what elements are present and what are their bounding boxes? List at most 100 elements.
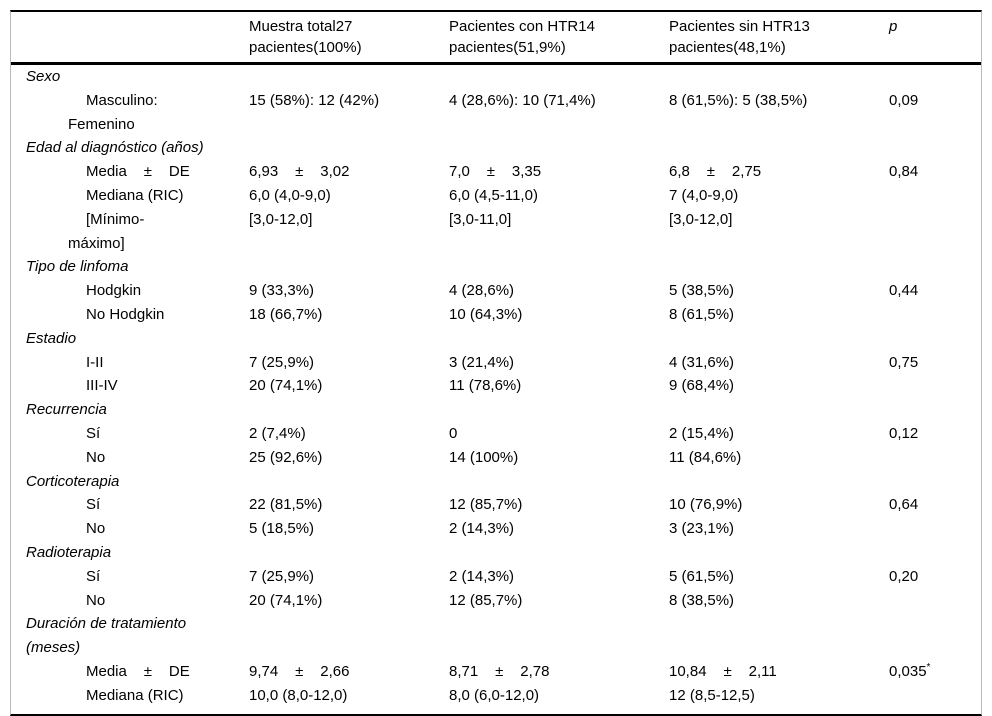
value-cell — [444, 255, 664, 279]
value-cell — [244, 327, 444, 351]
table-row: Duración de tratamiento (meses) — [11, 612, 981, 660]
cell-text: 12 (85,7%) — [449, 496, 523, 514]
value-cell: 8,71 ± 2,78 — [444, 660, 664, 684]
p-value-cell — [884, 470, 981, 494]
p-value-cell: 0,20 — [884, 565, 981, 589]
column-header-total-sample: Muestra total27 pacientes(100%) — [249, 18, 362, 56]
cell-text: 0,09 — [889, 91, 919, 109]
cell-text: 8,71 ± 2,78 — [449, 662, 550, 680]
cell-text: 7 (4,0-9,0) — [669, 186, 739, 204]
value-cell: 10 (76,9%) — [664, 493, 884, 517]
row-item-label: I-II — [86, 353, 104, 371]
column-header-p-value: p — [889, 18, 898, 35]
p-value-cell — [884, 136, 981, 160]
value-cell: 8 (61,5%) — [664, 303, 884, 327]
cell-text: 2 (14,3%) — [449, 520, 515, 538]
row-category-label: Corticoterapia — [26, 472, 120, 490]
cell-text: 10,0 (8,0-12,0) — [249, 686, 348, 704]
value-cell: 5 (38,5%) — [664, 279, 884, 303]
value-cell — [444, 398, 664, 422]
cell-text: 0,035 — [889, 662, 927, 680]
cell-text: [3,0-12,0] — [669, 210, 733, 228]
p-value-cell — [884, 303, 981, 327]
cell-text: 6,8 ± 2,75 — [669, 163, 762, 181]
table-row: I-II 7 (25,9%) 3 (21,4%) 4 (31,6%) 0,75 — [11, 351, 981, 375]
value-cell — [244, 612, 444, 660]
value-cell: 9,74 ± 2,66 — [244, 660, 444, 684]
value-cell: 0 — [444, 422, 664, 446]
row-category-label: Radioterapia — [26, 543, 112, 561]
row-item-label: III-IV — [86, 377, 118, 395]
row-item-label: Sí — [86, 567, 101, 585]
value-cell — [444, 327, 664, 351]
cell-text: 9,74 ± 2,66 — [249, 662, 350, 680]
p-value-cell — [884, 208, 981, 256]
p-value-cell — [884, 684, 981, 708]
table-row: Edad al diagnóstico (años) — [11, 136, 981, 160]
table-row: No 20 (74,1%) 12 (85,7%) 8 (38,5%) — [11, 589, 981, 613]
value-cell — [244, 136, 444, 160]
value-cell: 6,0 (4,5-11,0) — [444, 184, 664, 208]
table-row: Recurrencia — [11, 398, 981, 422]
table-row: III-IV 20 (74,1%) 11 (78,6%) 9 (68,4%) — [11, 374, 981, 398]
cell-text: 2 (15,4%) — [669, 424, 735, 442]
comparison-table-box: Muestra total27 pacientes(100%) Paciente… — [10, 10, 982, 716]
cell-text: 6,0 (4,5-11,0) — [449, 186, 538, 204]
cell-text: 0,44 — [889, 282, 919, 300]
value-cell: 20 (74,1%) — [244, 374, 444, 398]
value-cell — [664, 327, 884, 351]
value-cell: 7 (25,9%) — [244, 565, 444, 589]
table-row: Media ± DE 6,93 ± 3,02 7,0 ± 3,35 6,8 ± 2,7… — [11, 160, 981, 184]
cell-text: 2 (14,3%) — [449, 567, 515, 585]
value-cell: 12 (85,7%) — [444, 589, 664, 613]
cell-text: 0,20 — [889, 567, 919, 585]
value-cell: 18 (66,7%) — [244, 303, 444, 327]
value-cell — [664, 541, 884, 565]
cell-text: 7 (25,9%) — [249, 567, 315, 585]
row-category-label: Tipo de linfoma — [26, 258, 129, 276]
value-cell — [664, 398, 884, 422]
row-item-label: Masculino: Femenino — [68, 91, 158, 133]
table-row: [Mínimo- máximo] [3,0-12,0] [3,0-11,0] [3,0… — [11, 208, 981, 256]
row-item-label: Media ± DE — [86, 662, 190, 680]
row-item-label: No — [86, 448, 106, 466]
cell-text: 0 — [449, 424, 458, 442]
p-value-cell — [884, 541, 981, 565]
table-row: Mediana (RIC) 10,0 (8,0-12,0) 8,0 (6,0-12,… — [11, 684, 981, 708]
cell-text: 6,0 (4,0-9,0) — [249, 186, 331, 204]
value-cell: 5 (18,5%) — [244, 517, 444, 541]
p-value-cell: 0,44 — [884, 279, 981, 303]
table-row: Mediana (RIC) 6,0 (4,0-9,0) 6,0 (4,5-11,0)… — [11, 184, 981, 208]
value-cell — [664, 612, 884, 660]
value-cell: 6,93 ± 3,02 — [244, 160, 444, 184]
value-cell: 7 (4,0-9,0) — [664, 184, 884, 208]
cell-text: [3,0-11,0] — [449, 210, 512, 228]
table-row: Corticoterapia — [11, 470, 981, 494]
value-cell: 12 (85,7%) — [444, 493, 664, 517]
cell-text: 0,84 — [889, 163, 919, 181]
row-category-label: Sexo — [26, 68, 61, 85]
cell-text: 8 (61,5%): 5 (38,5%) — [669, 91, 808, 109]
cell-text: 3 (23,1%) — [669, 520, 735, 538]
row-category-label: Recurrencia — [26, 401, 107, 419]
p-value-cell — [884, 64, 981, 89]
row-item-label: Hodgkin — [86, 282, 142, 300]
value-cell — [444, 541, 664, 565]
value-cell — [444, 612, 664, 660]
value-cell: 3 (23,1%) — [664, 517, 884, 541]
table-row: Media ± DE 9,74 ± 2,66 8,71 ± 2,78 10,84 ± … — [11, 660, 981, 684]
value-cell: 2 (15,4%) — [664, 422, 884, 446]
cell-text: 4 (31,6%) — [669, 353, 735, 371]
table-body: Sexo Masculino: Femenino 15 (58%): 12 (42%… — [11, 64, 981, 708]
cell-text: 10,84 ± 2,11 — [669, 662, 777, 680]
row-item-label: No Hodgkin — [86, 305, 165, 323]
cell-text: 5 (18,5%) — [249, 520, 315, 538]
value-cell: 5 (61,5%) — [664, 565, 884, 589]
table-row: Sí 7 (25,9%) 2 (14,3%) 5 (61,5%) 0,20 — [11, 565, 981, 589]
header-row: Muestra total27 pacientes(100%) Paciente… — [11, 12, 981, 64]
cell-text: 5 (61,5%) — [669, 567, 735, 585]
row-item-label: Sí — [86, 496, 101, 514]
p-value-cell: 0,75 — [884, 351, 981, 375]
cell-text: 25 (92,6%) — [249, 448, 323, 466]
cell-text: 9 (68,4%) — [669, 377, 735, 395]
